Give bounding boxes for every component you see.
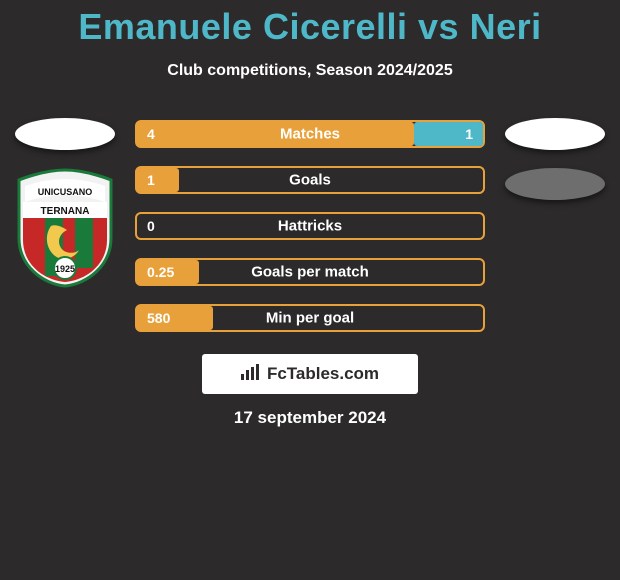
stat-label: Hattricks (278, 218, 342, 235)
club-right-oval (505, 168, 605, 200)
stat-row: 4 1 Matches (135, 120, 485, 148)
club-badge-left: UNICUSANO TERNANA 1925 (15, 168, 115, 288)
stat-row: 580 Min per goal (135, 304, 485, 332)
branding-text: FcTables.com (267, 364, 379, 384)
stats-container: 4 1 Matches 1 Goals 0 Hattricks 0.25 Goals per m… (135, 120, 485, 332)
stat-fill-left (137, 122, 414, 146)
page-subtitle: Club competitions, Season 2024/2025 (0, 62, 620, 80)
player-left-oval (15, 118, 115, 150)
stat-row: 1 Goals (135, 166, 485, 194)
chart-icon (241, 364, 261, 385)
badge-year: 1925 (55, 264, 75, 274)
stat-label: Min per goal (266, 310, 354, 327)
stat-row: 0.25 Goals per match (135, 258, 485, 286)
right-column (500, 118, 610, 200)
stat-label: Matches (280, 126, 340, 143)
stat-left-value: 580 (147, 310, 170, 326)
branding-box: FcTables.com (202, 354, 418, 394)
date-text: 17 september 2024 (234, 408, 386, 428)
badge-top-text: UNICUSANO (38, 187, 93, 197)
stat-left-value: 0.25 (147, 264, 174, 280)
page-title: Emanuele Cicerelli vs Neri (0, 0, 620, 48)
stat-left-value: 4 (147, 126, 155, 142)
stat-right-value: 1 (465, 126, 473, 142)
stat-label: Goals (289, 172, 331, 189)
stat-left-value: 1 (147, 172, 155, 188)
badge-mid-text: TERNANA (41, 206, 90, 217)
stat-left-value: 0 (147, 218, 155, 234)
stat-fill-left (137, 168, 179, 192)
player-right-oval (505, 118, 605, 150)
stat-row: 0 Hattricks (135, 212, 485, 240)
stat-label: Goals per match (251, 264, 369, 281)
left-column: UNICUSANO TERNANA 1925 (10, 118, 120, 288)
